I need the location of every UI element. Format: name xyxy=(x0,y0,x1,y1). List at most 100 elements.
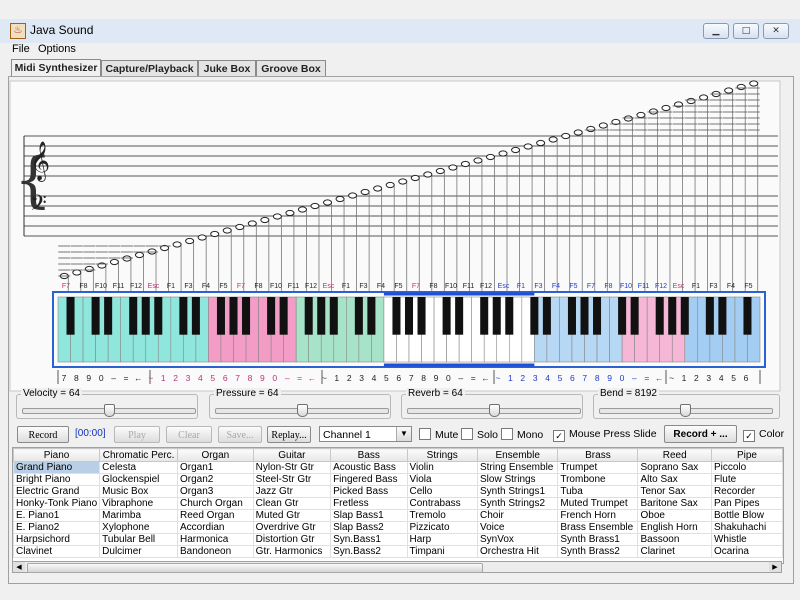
bend-slider-thumb[interactable] xyxy=(680,404,691,417)
instrument-cell[interactable]: Electric Grand xyxy=(13,485,101,498)
instrument-cell[interactable]: Orchestra Hit xyxy=(476,545,559,558)
instrument-cell[interactable]: Steel-Str Gtr xyxy=(252,473,332,486)
instrument-cell[interactable]: Alto Sax xyxy=(637,473,712,486)
instrument-cell[interactable]: Tubular Bell xyxy=(99,533,178,546)
scroll-right-icon[interactable]: ▶ xyxy=(769,562,781,572)
instrument-cell[interactable]: String Ensemble xyxy=(476,461,559,474)
instrument-cell[interactable]: Brass Ensemble xyxy=(557,521,639,534)
pressure-slider-thumb[interactable] xyxy=(296,404,308,417)
instrument-cell[interactable]: Muted Gtr xyxy=(252,509,332,522)
instrument-cell[interactable]: Piccolo xyxy=(710,461,783,474)
record-plus-button[interactable]: Record + ... xyxy=(664,425,737,443)
scroll-left-icon[interactable]: ◀ xyxy=(13,562,25,572)
instrument-cell[interactable]: Muted Trumpet xyxy=(557,497,639,510)
record-button[interactable]: Record xyxy=(17,426,69,443)
instrument-cell[interactable]: Glockenspiel xyxy=(99,473,178,486)
clear-button[interactable]: Clear xyxy=(166,426,212,443)
color-checkbox[interactable]: ✓ Color xyxy=(743,428,784,442)
close-button[interactable]: ✕ xyxy=(763,23,789,39)
instrument-cell[interactable]: Violin xyxy=(406,461,478,474)
instrument-cell[interactable]: Acoustic Bass xyxy=(330,461,408,474)
instrument-cell[interactable]: Celesta xyxy=(99,461,178,474)
instrument-cell[interactable]: Whistle xyxy=(710,533,783,546)
instrument-cell[interactable]: Recorder xyxy=(710,485,783,498)
instrument-cell[interactable]: Honky-Tonk Piano xyxy=(13,497,101,510)
instrument-cell[interactable]: Choir xyxy=(476,509,559,522)
reverb-slider-thumb[interactable] xyxy=(488,404,500,417)
instrument-cell[interactable]: Viola xyxy=(406,473,478,486)
instrument-cell[interactable]: Contrabass xyxy=(406,497,478,510)
mono-checkbox[interactable]: Mono xyxy=(501,428,543,442)
minimize-button[interactable]: ▁ xyxy=(703,23,729,39)
instrument-cell[interactable]: Clavinet xyxy=(13,545,101,558)
instrument-cell[interactable]: Oboe xyxy=(637,509,712,522)
instrument-cell[interactable]: English Horn xyxy=(637,521,712,534)
instrument-cell[interactable]: French Horn xyxy=(557,509,639,522)
instrument-cell[interactable]: Tuba xyxy=(557,485,639,498)
table-horizontal-scrollbar[interactable]: ◀ ▶ xyxy=(12,561,782,573)
instrument-cell[interactable]: E. Piano2 xyxy=(13,521,101,534)
mute-checkbox-box[interactable] xyxy=(419,428,431,440)
instrument-cell[interactable]: Trumpet xyxy=(557,461,639,474)
scroll-thumb[interactable] xyxy=(27,563,483,573)
instrument-cell[interactable]: Pan Pipes xyxy=(710,497,783,510)
instrument-cell[interactable]: Harpsichord xyxy=(13,533,101,546)
instrument-cell[interactable]: Gtr. Harmonics xyxy=(252,545,332,558)
menu-options[interactable]: Options xyxy=(38,43,76,55)
instrument-cell[interactable]: Bottle Blow xyxy=(710,509,783,522)
instrument-cell[interactable]: Timpani xyxy=(406,545,478,558)
instrument-cell[interactable]: Organ3 xyxy=(177,485,254,498)
instrument-cell[interactable]: Synth Strings1 xyxy=(476,485,559,498)
tab-juke-box[interactable]: Juke Box xyxy=(198,60,256,76)
instrument-cell[interactable]: Music Box xyxy=(99,485,178,498)
instrument-cell[interactable]: Bright Piano xyxy=(13,473,101,486)
instrument-cell[interactable]: Trombone xyxy=(557,473,639,486)
instrument-cell[interactable]: Fingered Bass xyxy=(330,473,408,486)
instrument-cell[interactable]: Accordian xyxy=(177,521,254,534)
instrument-cell[interactable]: Synth Strings2 xyxy=(476,497,559,510)
mono-checkbox-box[interactable] xyxy=(501,428,513,440)
instrument-cell[interactable]: Pizzicato xyxy=(406,521,478,534)
instrument-cell[interactable]: Slap Bass1 xyxy=(330,509,408,522)
velocity-slider-thumb[interactable] xyxy=(103,404,115,417)
instrument-cell[interactable]: Fretless xyxy=(330,497,408,510)
instrument-cell[interactable]: Slap Bass2 xyxy=(330,521,408,534)
instrument-cell[interactable]: Baritone Sax xyxy=(637,497,712,510)
instrument-cell[interactable]: Xylophone xyxy=(99,521,178,534)
instrument-cell[interactable]: SynVox xyxy=(476,533,559,546)
save-button[interactable]: Save... xyxy=(218,426,262,443)
menu-file[interactable]: File xyxy=(12,43,30,55)
instrument-cell[interactable]: Synth Brass1 xyxy=(557,533,639,546)
instrument-cell[interactable]: Bandoneon xyxy=(177,545,254,558)
instrument-cell[interactable]: Nylon-Str Gtr xyxy=(252,461,332,474)
instrument-cell[interactable]: Syn.Bass2 xyxy=(330,545,408,558)
mouse-press-slide-checkbox[interactable]: ✓ Mouse Press Slide xyxy=(553,428,657,442)
instrument-cell[interactable]: Church Organ xyxy=(177,497,254,510)
maximize-button[interactable]: □ xyxy=(733,23,759,39)
instrument-cell[interactable]: E. Piano1 xyxy=(13,509,101,522)
instrument-cell[interactable]: Distortion Gtr xyxy=(252,533,332,546)
instrument-cell[interactable]: Grand Piano xyxy=(13,461,101,474)
instrument-cell[interactable]: Slow Strings xyxy=(476,473,559,486)
instrument-cell[interactable]: Jazz Gtr xyxy=(252,485,332,498)
instrument-cell[interactable]: Tremolo xyxy=(406,509,478,522)
instrument-cell[interactable]: Overdrive Gtr xyxy=(252,521,332,534)
checkmark-icon[interactable]: ✓ xyxy=(743,430,755,442)
tab-groove-box[interactable]: Groove Box xyxy=(256,60,326,76)
instrument-cell[interactable]: Organ2 xyxy=(177,473,254,486)
replay-button[interactable]: Replay... xyxy=(267,426,311,443)
solo-checkbox[interactable]: Solo xyxy=(461,428,498,442)
instrument-cell[interactable]: Marimba xyxy=(99,509,178,522)
instrument-cell[interactable]: Harp xyxy=(406,533,478,546)
instrument-cell[interactable]: Cello xyxy=(406,485,478,498)
instrument-cell[interactable]: Reed Organ xyxy=(177,509,254,522)
mute-checkbox[interactable]: Mute xyxy=(419,428,458,442)
channel-select[interactable]: Channel 1 ▼ xyxy=(319,426,412,442)
tab-midi-synthesizer[interactable]: Midi Synthesizer xyxy=(11,59,101,77)
instrument-cell[interactable]: Bassoon xyxy=(637,533,712,546)
instrument-cell[interactable]: Organ1 xyxy=(177,461,254,474)
instrument-cell[interactable]: Shakuhachi xyxy=(710,521,783,534)
instrument-cell[interactable]: Vibraphone xyxy=(99,497,178,510)
instrument-cell[interactable]: Tenor Sax xyxy=(637,485,712,498)
play-button[interactable]: Play xyxy=(114,426,160,443)
